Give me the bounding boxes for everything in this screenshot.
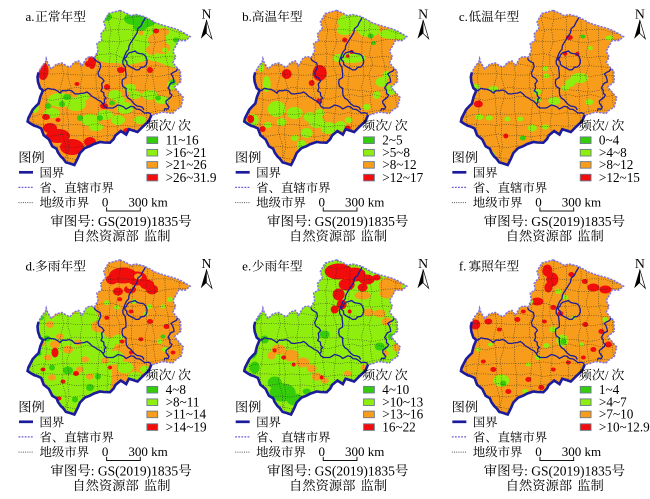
svg-text:>12~17: >12~17 [382, 170, 423, 185]
svg-text:>12~15: >12~15 [599, 170, 640, 185]
svg-text:4~8: 4~8 [166, 382, 187, 397]
svg-text:/: / [172, 118, 176, 133]
svg-text:>10~12.9: >10~12.9 [599, 419, 650, 434]
svg-text:1~4: 1~4 [599, 382, 620, 397]
svg-text:/: / [388, 368, 392, 383]
svg-text:300 km: 300 km [345, 444, 384, 459]
svg-text:300 km: 300 km [128, 194, 167, 209]
svg-text:/: / [605, 118, 609, 133]
svg-text:11~16: 11~16 [166, 132, 199, 147]
svg-text:0: 0 [535, 194, 542, 209]
svg-text:0: 0 [102, 444, 109, 459]
svg-text:a.: a. [26, 9, 35, 24]
svg-text:>8~12: >8~12 [599, 157, 633, 172]
svg-text:N: N [202, 256, 212, 271]
svg-text:N: N [418, 6, 428, 21]
svg-text:300 km: 300 km [345, 194, 384, 209]
svg-text:>14~19: >14~19 [166, 419, 207, 434]
svg-text:>4~8: >4~8 [599, 145, 627, 160]
svg-text:>21~26: >21~26 [166, 157, 207, 172]
svg-text:: GS(2019)1835: : GS(2019)1835 [524, 463, 612, 478]
svg-text:>13~16: >13~16 [382, 407, 423, 422]
svg-text:: GS(2019)1835: : GS(2019)1835 [91, 463, 179, 478]
svg-text:>26~31.9: >26~31.9 [166, 170, 217, 185]
svg-text:>8~12: >8~12 [382, 157, 416, 172]
svg-text:0: 0 [102, 194, 109, 209]
svg-text:>16~21: >16~21 [166, 145, 207, 160]
svg-text:: GS(2019)1835: : GS(2019)1835 [524, 214, 612, 229]
svg-text:f.: f. [459, 259, 467, 274]
svg-text:: GS(2019)1835: : GS(2019)1835 [91, 214, 179, 229]
svg-text:0: 0 [535, 444, 542, 459]
svg-text:N: N [418, 256, 428, 271]
svg-text:>11~14: >11~14 [166, 407, 207, 422]
svg-text:/: / [172, 368, 176, 383]
svg-text:b.: b. [242, 9, 252, 24]
svg-text:4~10: 4~10 [382, 382, 409, 397]
svg-text:: GS(2019)1835: : GS(2019)1835 [307, 463, 395, 478]
svg-text:N: N [202, 6, 212, 21]
svg-text:2~5: 2~5 [382, 132, 403, 147]
svg-text:/: / [605, 368, 609, 383]
svg-text:>8~11: >8~11 [166, 394, 200, 409]
svg-text:16~22: 16~22 [382, 419, 416, 434]
svg-text:0: 0 [319, 194, 326, 209]
svg-text:/: / [388, 118, 392, 133]
svg-text:>4~7: >4~7 [599, 394, 627, 409]
svg-text:>5~8: >5~8 [382, 145, 410, 160]
svg-text:300 km: 300 km [562, 194, 601, 209]
svg-text:e.: e. [242, 259, 251, 274]
svg-text:N: N [635, 256, 645, 271]
svg-text:d.: d. [26, 259, 36, 274]
svg-text:N: N [635, 6, 645, 21]
svg-text:c.: c. [459, 9, 468, 24]
svg-text:300 km: 300 km [562, 444, 601, 459]
svg-text:>10~13: >10~13 [382, 394, 423, 409]
svg-text:0~4: 0~4 [599, 132, 620, 147]
svg-text:>7~10: >7~10 [599, 407, 634, 422]
svg-text:: GS(2019)1835: : GS(2019)1835 [307, 214, 395, 229]
svg-text:300 km: 300 km [128, 444, 167, 459]
svg-text:0: 0 [319, 444, 326, 459]
